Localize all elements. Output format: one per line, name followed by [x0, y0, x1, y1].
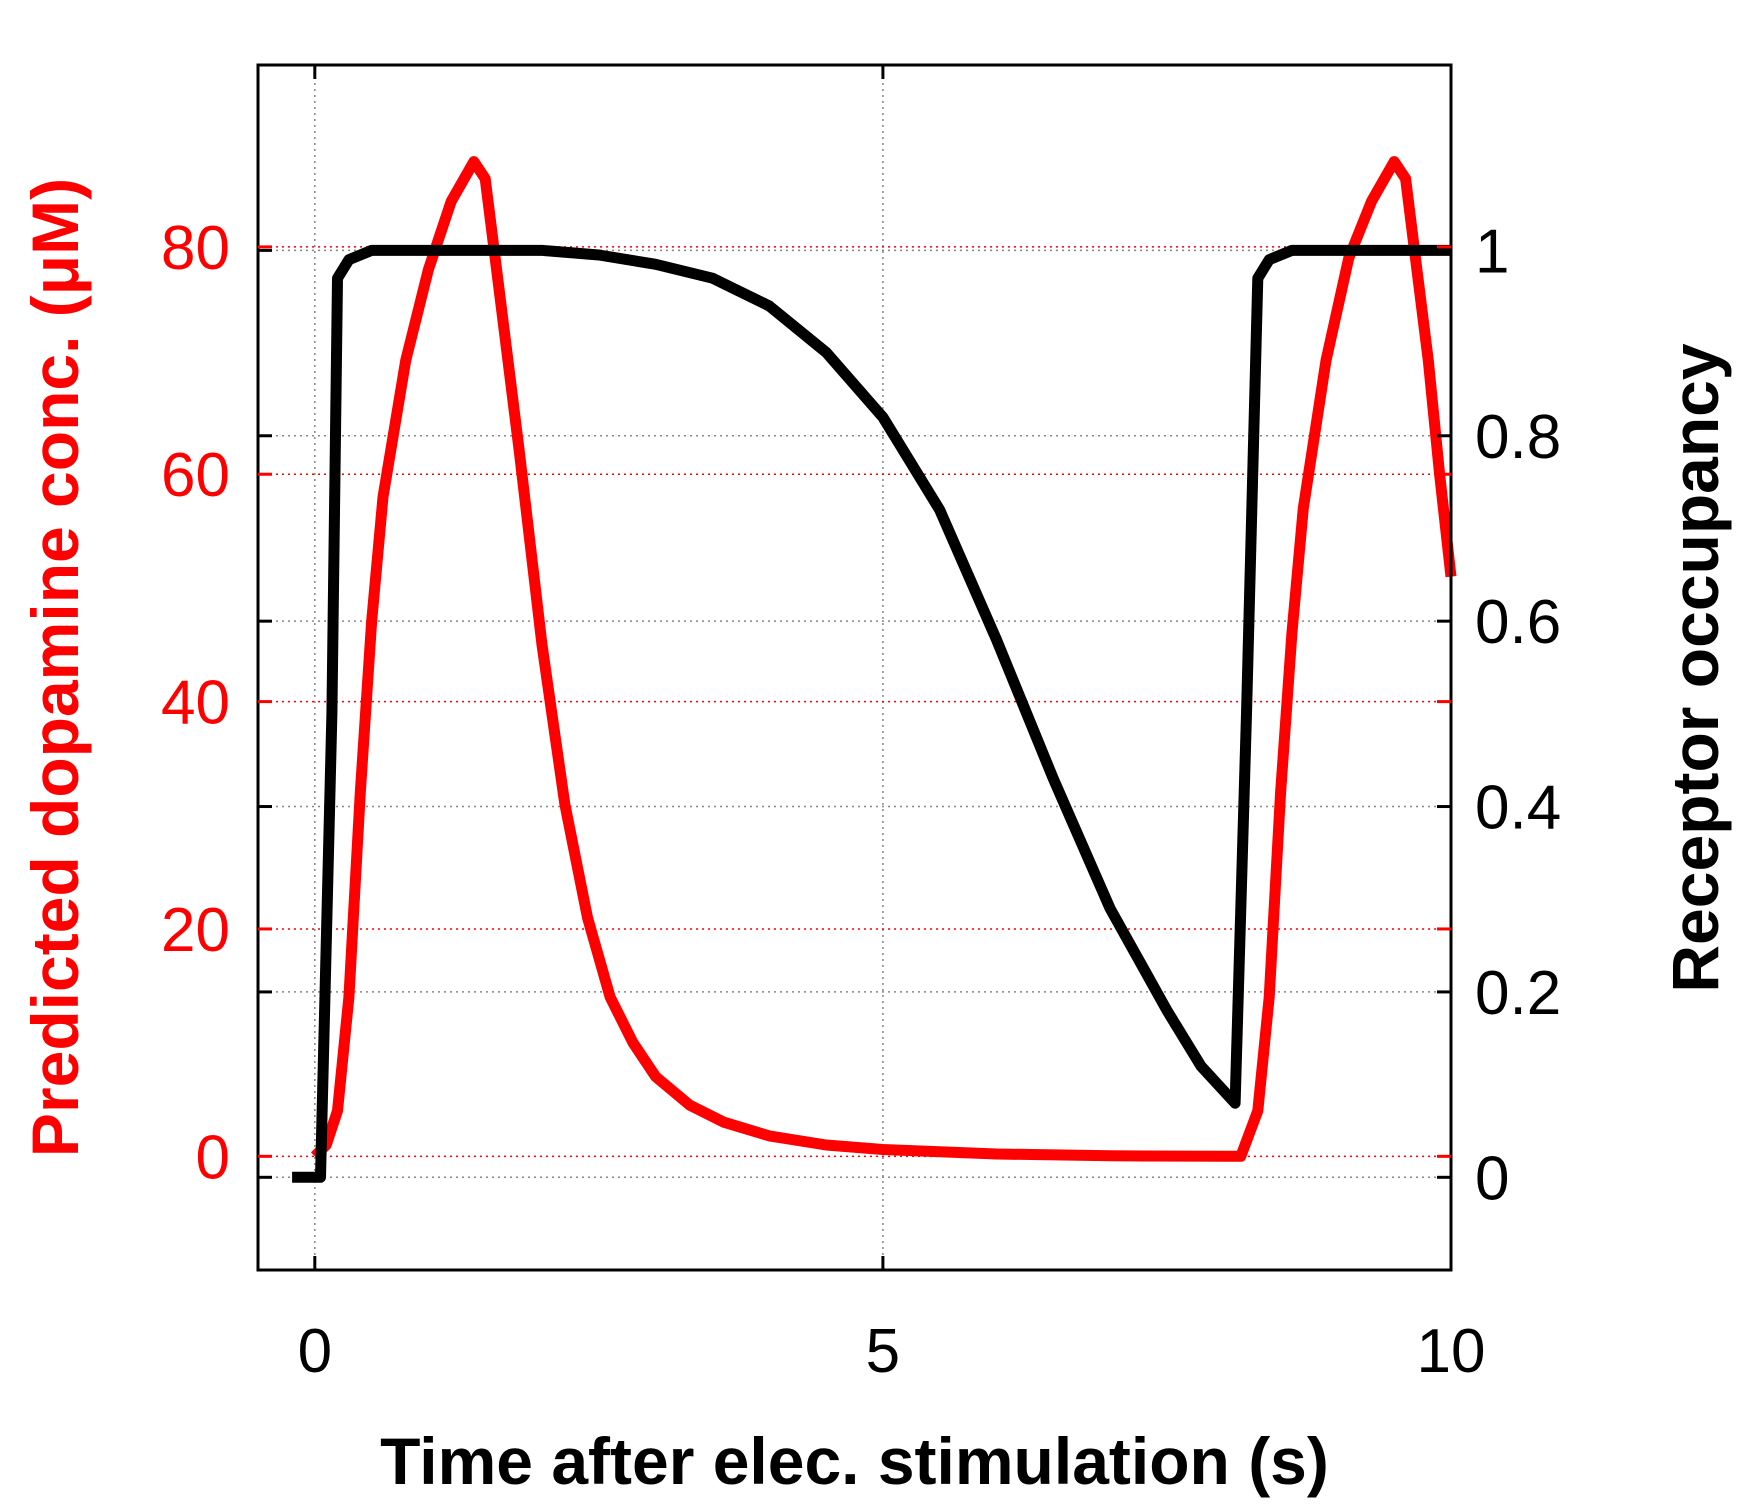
y-left-tick-label: 60 — [161, 441, 230, 510]
dopamine-concentration-line — [310, 156, 1457, 1162]
x-tick-label: 5 — [866, 1317, 900, 1386]
y-left-tick-label: 0 — [196, 1123, 230, 1192]
y-right-tick-label: 0 — [1475, 1144, 1509, 1213]
y-left-tick-label: 40 — [161, 669, 230, 738]
y-right-tick-label: 0.8 — [1475, 403, 1561, 472]
y-right-tick-label: 0.2 — [1475, 959, 1561, 1028]
series-layer — [292, 156, 1457, 1183]
y-left-axis-title: Predicted dopamine conc. (μM) — [18, 178, 92, 1157]
y-right-tick-label: 1 — [1475, 217, 1509, 286]
y-right-tick-label: 0.4 — [1475, 774, 1561, 843]
tick-layer: 0 5 10 0 20 40 60 80 0 0.2 0.4 0.6 0.8 1 — [161, 65, 1561, 1386]
x-tick-label: 0 — [298, 1317, 332, 1386]
x-tick-label: 10 — [1417, 1317, 1486, 1386]
receptor-occupancy-line — [292, 244, 1451, 1183]
plot-frame — [256, 63, 1453, 1272]
y-left-tick-label: 80 — [161, 214, 230, 283]
y-left-tick-label: 20 — [161, 896, 230, 965]
y-right-tick-label: 0.6 — [1475, 588, 1561, 657]
x-axis-title: Time after elec. stimulation (s) — [380, 1424, 1329, 1498]
y-right-axis-title: Receptor occupancy — [1658, 343, 1732, 992]
